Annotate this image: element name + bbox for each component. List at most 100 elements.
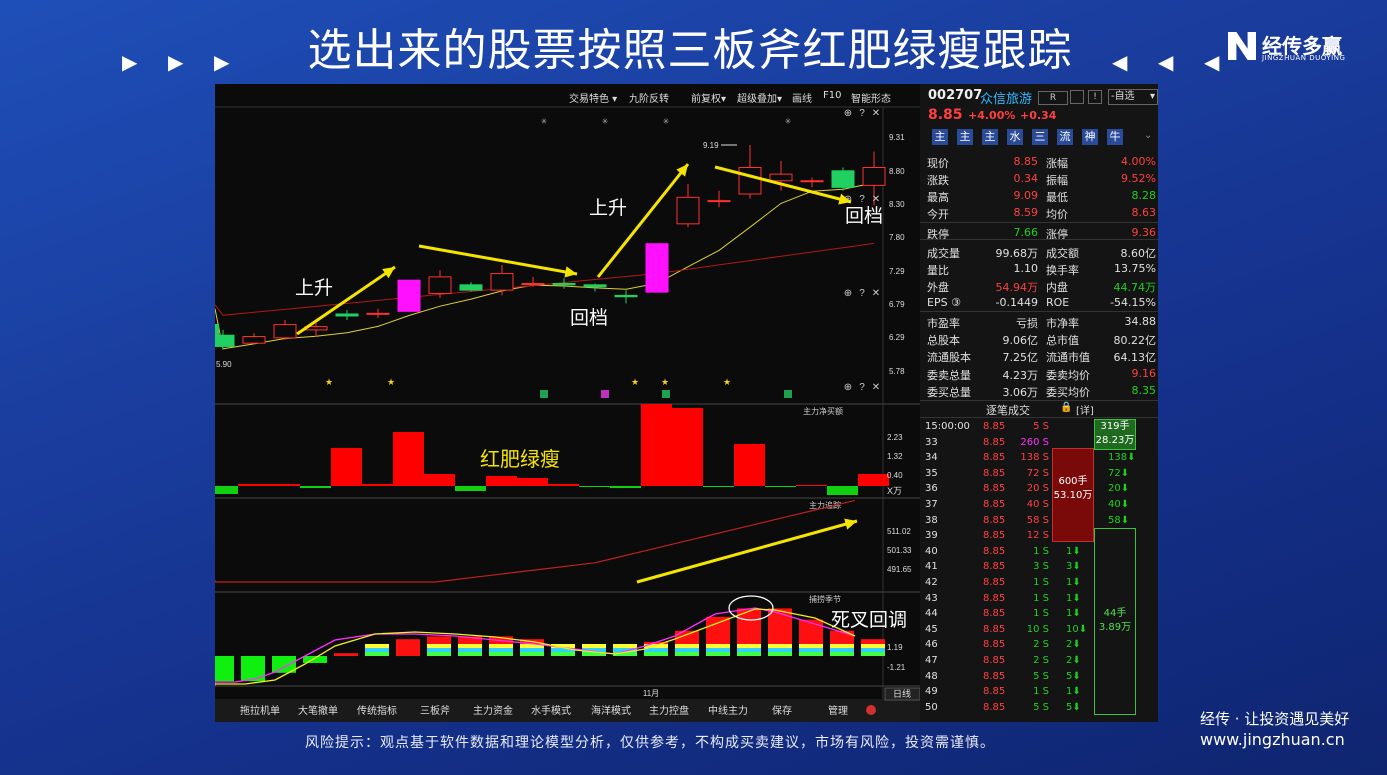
kline-chart-window[interactable]: 交易特色 ▾ 九阶反转 前复权▾ 超级叠加▾ 画线 F10 智能形态 9.31 8.80 8.3… xyxy=(215,84,920,722)
chart-svg[interactable]: 9.31 8.80 8.30 7.80 7.29 6.79 6.29 5.78 5.90 9.19… xyxy=(215,84,920,722)
info-icon[interactable]: ! xyxy=(1088,90,1102,104)
toolbar-item[interactable]: 交易特色 ▾ xyxy=(569,94,618,105)
logo-icon xyxy=(1228,32,1256,60)
stock-tag[interactable]: 主 xyxy=(982,129,998,145)
stock-tag[interactable]: 主 xyxy=(932,129,948,145)
daily-button[interactable] xyxy=(884,687,920,701)
flow-bar[interactable] xyxy=(393,432,424,486)
candle-body[interactable] xyxy=(831,170,855,188)
flow-bar[interactable] xyxy=(517,478,548,486)
flow-bar[interactable] xyxy=(238,484,269,486)
tick-detail-button[interactable]: [详] xyxy=(1076,406,1094,417)
flow-bar[interactable] xyxy=(610,486,641,488)
tab-2: 传统指标 xyxy=(357,704,397,717)
season-band xyxy=(830,644,854,648)
flow-bar[interactable] xyxy=(858,474,889,486)
flow-bar[interactable] xyxy=(672,408,703,486)
toolbar-item[interactable]: F10 xyxy=(823,90,842,101)
candle-body[interactable] xyxy=(521,282,545,285)
quote-label: 流通股本 xyxy=(927,351,971,364)
toolbar-item[interactable]: 超级叠加▾ xyxy=(737,94,783,105)
flow-bar[interactable] xyxy=(579,486,610,487)
candle-body[interactable] xyxy=(366,312,390,315)
menu-up-icon[interactable] xyxy=(866,705,876,715)
stock-tag[interactable]: 牛 xyxy=(1107,129,1123,145)
flow-bar[interactable] xyxy=(300,486,331,488)
quote-panel: 002707 众信旅游 R ! -自选 ▾ 8.85 +4.00% +0.34 主… xyxy=(920,84,1158,722)
candle-body[interactable] xyxy=(614,294,638,298)
toolbar-item[interactable]: 智能形态 xyxy=(851,94,891,105)
tick-price: 8.85 xyxy=(983,701,1006,713)
flow-bar[interactable] xyxy=(765,486,796,487)
box-amount: 3.89万 xyxy=(1098,622,1132,633)
candle-body[interactable] xyxy=(552,282,576,286)
candle-body[interactable] xyxy=(428,276,452,294)
annotation-red-fat-green-thin: 红肥绿瘦 xyxy=(480,448,560,471)
candle-body[interactable] xyxy=(273,324,297,339)
tick-price: 8.85 xyxy=(983,483,1006,495)
tab-0: 拖拉机单 xyxy=(240,704,280,717)
flow-bar[interactable] xyxy=(796,485,827,486)
season-bar[interactable] xyxy=(396,639,420,656)
flow-bar[interactable] xyxy=(641,404,672,486)
season-band xyxy=(675,648,699,652)
tick-time: 34 xyxy=(925,452,938,464)
candle-body[interactable] xyxy=(862,166,886,186)
price-pct: +4.00% xyxy=(968,109,1016,122)
flow-bar[interactable] xyxy=(455,486,486,491)
toolbar-item[interactable]: 前复权▾ xyxy=(691,94,727,105)
toolbar-item[interactable]: 画线 xyxy=(792,94,812,105)
quote-value: 7.66 xyxy=(1013,226,1039,239)
flow-bar[interactable] xyxy=(362,484,393,486)
price-axis-label: 9.31 xyxy=(889,133,905,142)
season-band xyxy=(644,648,668,652)
candle-body[interactable] xyxy=(738,166,762,195)
flow-bar[interactable] xyxy=(215,486,238,494)
help-icon: ? xyxy=(859,288,865,299)
toolbar-item[interactable]: 九阶反转 xyxy=(629,94,669,105)
season-bar[interactable] xyxy=(303,656,327,663)
stock-tag[interactable]: 水 xyxy=(1007,129,1023,145)
flow-bar[interactable] xyxy=(486,476,517,486)
expand-icon[interactable]: ⌄ xyxy=(1144,130,1153,141)
candle-body[interactable] xyxy=(397,279,421,312)
tick-row: 45 8.85 10 S 10⬇ xyxy=(920,623,1158,640)
signal-icon: ✳ xyxy=(541,117,548,126)
stock-tag[interactable]: 流 xyxy=(1057,129,1073,145)
flow-bar[interactable] xyxy=(703,486,734,487)
doc-icon[interactable] xyxy=(1070,90,1084,104)
flow-bar[interactable] xyxy=(331,448,362,486)
flow-bar[interactable] xyxy=(827,486,858,495)
flow-bar[interactable] xyxy=(734,444,765,486)
stock-tag[interactable]: 三 xyxy=(1032,129,1048,145)
flow-bar[interactable] xyxy=(424,474,455,486)
candle-body[interactable] xyxy=(676,196,700,225)
flow-bar[interactable] xyxy=(269,484,300,486)
candle-body[interactable] xyxy=(769,173,793,182)
tracking-arrow-head xyxy=(844,518,857,530)
season-bar[interactable] xyxy=(272,656,296,673)
stock-tag[interactable]: 神 xyxy=(1082,129,1098,145)
season-band xyxy=(861,652,885,656)
tick-time: 41 xyxy=(925,561,938,573)
site-url[interactable]: www.jingzhuan.cn xyxy=(1200,730,1345,749)
candle-body[interactable] xyxy=(242,336,266,344)
season-bar[interactable] xyxy=(334,653,358,656)
candle-body[interactable] xyxy=(800,180,824,183)
candle-body[interactable] xyxy=(707,200,731,203)
stock-tag[interactable]: 主 xyxy=(957,129,973,145)
candle-body[interactable] xyxy=(335,313,359,317)
arrow-left-decor: ▶ xyxy=(168,50,184,74)
flow-bar[interactable] xyxy=(548,484,579,486)
stock-name[interactable]: 众信旅游 xyxy=(980,92,1033,107)
candle-body[interactable] xyxy=(215,334,235,347)
candle-body[interactable] xyxy=(583,284,607,288)
r-button[interactable]: R xyxy=(1038,91,1068,105)
candle-body[interactable] xyxy=(490,273,514,291)
lock-icon[interactable]: 🔒 xyxy=(1060,402,1073,413)
self-select-button[interactable]: -自选 ▾ xyxy=(1108,89,1158,105)
candle-body[interactable] xyxy=(459,284,483,291)
tick-price: 8.85 xyxy=(983,655,1006,666)
candle-body[interactable] xyxy=(645,243,669,293)
season-bar[interactable] xyxy=(215,656,234,682)
